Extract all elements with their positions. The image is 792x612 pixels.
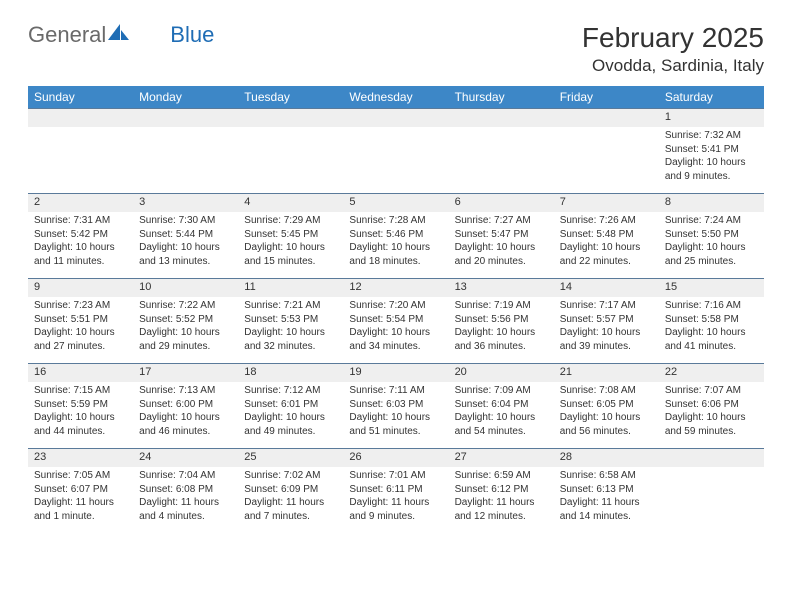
day-header: Saturday [659,86,764,109]
date-number [343,109,448,128]
date-cell: Sunrise: 7:26 AM Sunset: 5:48 PM Dayligh… [554,212,659,279]
calendar-table: Sunday Monday Tuesday Wednesday Thursday… [28,86,764,533]
date-number: 7 [554,194,659,213]
date-cell: Sunrise: 7:29 AM Sunset: 5:45 PM Dayligh… [238,212,343,279]
date-number [554,109,659,128]
date-cell: Sunrise: 7:32 AM Sunset: 5:41 PM Dayligh… [659,127,764,194]
date-number: 23 [28,449,133,468]
date-cell: Sunrise: 7:04 AM Sunset: 6:08 PM Dayligh… [133,467,238,533]
day-header: Sunday [28,86,133,109]
date-number: 13 [449,279,554,298]
date-cell: Sunrise: 7:11 AM Sunset: 6:03 PM Dayligh… [343,382,448,449]
date-number: 10 [133,279,238,298]
date-cell: Sunrise: 6:58 AM Sunset: 6:13 PM Dayligh… [554,467,659,533]
date-cell [449,127,554,194]
date-number: 15 [659,279,764,298]
date-number-row: 2345678 [28,194,764,213]
date-cell: Sunrise: 7:23 AM Sunset: 5:51 PM Dayligh… [28,297,133,364]
brand-logo: General Blue [28,22,214,48]
date-number: 19 [343,364,448,383]
brand-sail-icon [108,22,130,48]
date-number: 28 [554,449,659,468]
location-text: Ovodda, Sardinia, Italy [582,56,764,76]
date-cell: Sunrise: 7:28 AM Sunset: 5:46 PM Dayligh… [343,212,448,279]
day-header: Friday [554,86,659,109]
date-number: 3 [133,194,238,213]
date-cell: Sunrise: 7:01 AM Sunset: 6:11 PM Dayligh… [343,467,448,533]
header: General Blue February 2025 Ovodda, Sardi… [28,22,764,76]
date-number: 26 [343,449,448,468]
date-number: 21 [554,364,659,383]
date-number [238,109,343,128]
date-number [133,109,238,128]
date-cell: Sunrise: 7:27 AM Sunset: 5:47 PM Dayligh… [449,212,554,279]
title-block: February 2025 Ovodda, Sardinia, Italy [582,22,764,76]
date-cell: Sunrise: 7:02 AM Sunset: 6:09 PM Dayligh… [238,467,343,533]
date-number: 17 [133,364,238,383]
date-number: 4 [238,194,343,213]
date-cell: Sunrise: 7:15 AM Sunset: 5:59 PM Dayligh… [28,382,133,449]
date-cell: Sunrise: 7:08 AM Sunset: 6:05 PM Dayligh… [554,382,659,449]
date-content-row: Sunrise: 7:23 AM Sunset: 5:51 PM Dayligh… [28,297,764,364]
date-number: 25 [238,449,343,468]
date-number: 24 [133,449,238,468]
date-cell: Sunrise: 7:07 AM Sunset: 6:06 PM Dayligh… [659,382,764,449]
day-header: Monday [133,86,238,109]
date-content-row: Sunrise: 7:32 AM Sunset: 5:41 PM Dayligh… [28,127,764,194]
date-cell: Sunrise: 7:16 AM Sunset: 5:58 PM Dayligh… [659,297,764,364]
date-number-row: 16171819202122 [28,364,764,383]
date-number-row: 9101112131415 [28,279,764,298]
date-number: 16 [28,364,133,383]
date-cell: Sunrise: 7:31 AM Sunset: 5:42 PM Dayligh… [28,212,133,279]
date-cell: Sunrise: 7:13 AM Sunset: 6:00 PM Dayligh… [133,382,238,449]
date-number: 2 [28,194,133,213]
day-header: Tuesday [238,86,343,109]
date-number: 27 [449,449,554,468]
date-number-row: 232425262728 [28,449,764,468]
day-header: Wednesday [343,86,448,109]
date-cell: Sunrise: 6:59 AM Sunset: 6:12 PM Dayligh… [449,467,554,533]
date-cell [133,127,238,194]
date-number: 14 [554,279,659,298]
date-content-row: Sunrise: 7:15 AM Sunset: 5:59 PM Dayligh… [28,382,764,449]
calendar-body: 1Sunrise: 7:32 AM Sunset: 5:41 PM Daylig… [28,109,764,534]
calendar-page: General Blue February 2025 Ovodda, Sardi… [0,0,792,555]
date-cell: Sunrise: 7:17 AM Sunset: 5:57 PM Dayligh… [554,297,659,364]
date-number: 6 [449,194,554,213]
date-number-row: 1 [28,109,764,128]
date-number: 22 [659,364,764,383]
date-content-row: Sunrise: 7:05 AM Sunset: 6:07 PM Dayligh… [28,467,764,533]
date-cell [554,127,659,194]
date-cell [343,127,448,194]
date-number: 11 [238,279,343,298]
date-cell: Sunrise: 7:21 AM Sunset: 5:53 PM Dayligh… [238,297,343,364]
date-cell: Sunrise: 7:24 AM Sunset: 5:50 PM Dayligh… [659,212,764,279]
date-number: 9 [28,279,133,298]
day-header-row: Sunday Monday Tuesday Wednesday Thursday… [28,86,764,109]
date-cell: Sunrise: 7:09 AM Sunset: 6:04 PM Dayligh… [449,382,554,449]
date-number: 8 [659,194,764,213]
date-content-row: Sunrise: 7:31 AM Sunset: 5:42 PM Dayligh… [28,212,764,279]
date-cell: Sunrise: 7:20 AM Sunset: 5:54 PM Dayligh… [343,297,448,364]
date-cell: Sunrise: 7:12 AM Sunset: 6:01 PM Dayligh… [238,382,343,449]
brand-text-1: General [28,22,106,48]
date-number [28,109,133,128]
brand-text-2: Blue [170,22,214,48]
date-number [449,109,554,128]
date-cell: Sunrise: 7:30 AM Sunset: 5:44 PM Dayligh… [133,212,238,279]
date-cell: Sunrise: 7:19 AM Sunset: 5:56 PM Dayligh… [449,297,554,364]
date-number: 12 [343,279,448,298]
month-title: February 2025 [582,22,764,54]
date-number: 20 [449,364,554,383]
date-number: 18 [238,364,343,383]
date-cell: Sunrise: 7:22 AM Sunset: 5:52 PM Dayligh… [133,297,238,364]
date-number [659,449,764,468]
date-number: 1 [659,109,764,128]
date-cell [28,127,133,194]
date-cell [659,467,764,533]
date-cell: Sunrise: 7:05 AM Sunset: 6:07 PM Dayligh… [28,467,133,533]
day-header: Thursday [449,86,554,109]
date-cell [238,127,343,194]
date-number: 5 [343,194,448,213]
